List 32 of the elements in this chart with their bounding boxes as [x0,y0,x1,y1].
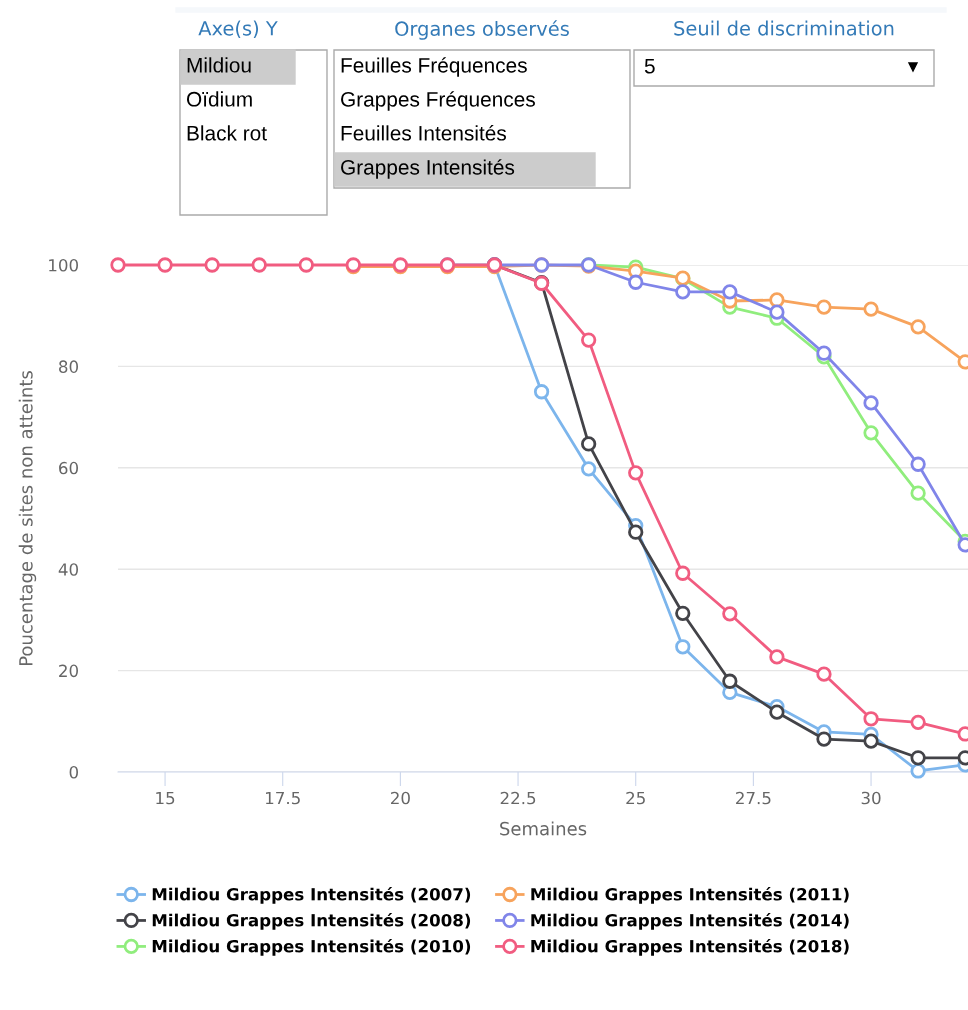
text: 5 [644,59,655,74]
legend-label: Mildiou Grappes Intensités (2011) [531,887,849,904]
x-tick-label: 30 [861,791,881,805]
x-tick-label: 15 [156,791,175,805]
legend-label: Mildiou Grappes Intensités (2008) [152,912,471,930]
legend-label: Mildiou Grappes Intensités (2018) [531,938,849,956]
legend-label: Mildiou Grappes Intensités (2007) [152,887,471,904]
y-tick-label: 40 [58,563,78,576]
y-tick-label: 100 [49,258,78,272]
x-tick-label: 27.5 [736,791,771,805]
text: Seuil de discrimination [674,20,894,36]
y-tick-label: 80 [59,360,78,373]
text: Organes observés [395,20,569,40]
y-tick-label: 60 [59,461,78,475]
text: Axe(s) Y [198,20,278,38]
x-tick-label: 22.5 [500,791,536,805]
y-tick-label: 0 [69,765,78,779]
text: Feuilles Intensités [341,125,506,141]
text: Grappes Intensités [341,159,515,179]
x-tick-label: 20 [391,791,410,805]
x-tick-label: 25 [626,791,645,805]
x-axis-title: Semaines [500,821,587,836]
y-axis-title: Poucentage de sites non atteints [18,371,37,666]
legend-label: Mildiou Grappes Intensités (2014) [531,912,849,930]
text: Grappes Fréquences [341,91,535,111]
text: Feuilles Fréquences [341,57,527,77]
text: Black rot [187,125,267,141]
text: Oïdium [186,91,252,107]
text: Mildiou [187,57,251,73]
y-tick-label: 20 [59,664,78,678]
x-tick-label: 17.5 [266,791,300,805]
legend-label: Mildiou Grappes Intensités (2010) [152,938,471,956]
